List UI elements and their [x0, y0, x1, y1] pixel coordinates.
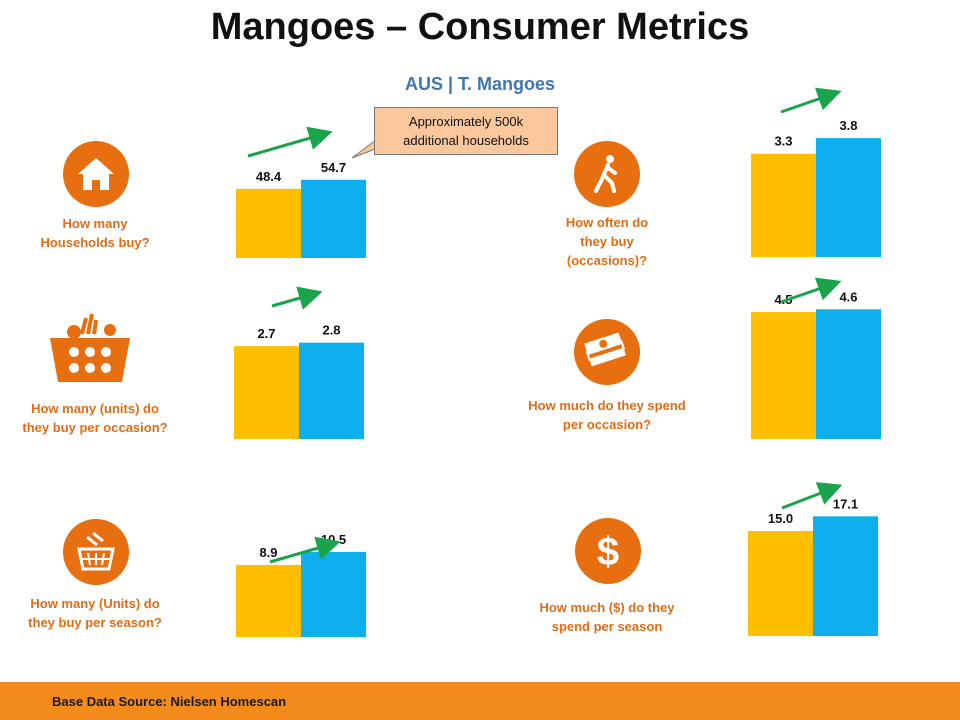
basket-icon	[48, 312, 132, 384]
value-label-current: 17.1	[833, 496, 858, 511]
value-label-current: 2.8	[322, 323, 340, 338]
bar-previous	[236, 188, 301, 258]
house-icon	[63, 141, 129, 207]
metric-label-spend-per-season: How much ($) do they spend per season	[539, 600, 675, 634]
bar-previous	[751, 312, 816, 439]
trend-arrow	[269, 536, 341, 564]
trend-arrow	[780, 277, 842, 304]
bar-current	[301, 179, 366, 258]
bar-current	[816, 309, 881, 439]
metric-label-units-per-occasion: How many (units) do they buy per occasio…	[22, 401, 168, 435]
bar-previous	[748, 531, 813, 636]
data-source-note: Base Data Source: Nielsen Homescan	[52, 694, 287, 709]
bar-current	[301, 551, 366, 637]
trend-arrow	[271, 286, 323, 310]
trend-arrow	[781, 482, 843, 510]
chart-households: 48.4 54.7	[236, 126, 366, 258]
svg-text:$: $	[597, 530, 619, 574]
metric-label-units-per-season: How many (Units) do they buy per season?	[28, 596, 162, 630]
page-subtitle: AUS | T. Mangoes	[404, 74, 556, 94]
value-label-previous: 15.0	[768, 511, 793, 526]
money-icon	[574, 319, 640, 385]
bar-previous	[751, 153, 816, 257]
value-label-previous: 8.9	[259, 545, 277, 560]
bar-current	[813, 516, 878, 636]
walking-person-icon	[574, 141, 640, 207]
page-title: Mangoes – Consumer Metrics	[210, 6, 750, 48]
value-label-previous: 48.4	[256, 169, 282, 184]
shopping-basket-icon	[63, 519, 129, 585]
chart-units-per-season: 8.910.5	[236, 532, 366, 637]
value-label-previous: 2.7	[257, 326, 275, 341]
bar-current	[816, 138, 881, 257]
trend-arrow	[780, 87, 842, 114]
metric-label-occasions: How often do they buy (occasions)?	[565, 215, 649, 268]
footer-bar: Base Data Source: Nielsen Homescan	[0, 682, 960, 720]
chart-spend-per-season: 15.0 17.1	[748, 482, 878, 636]
dollar-icon: $	[575, 518, 641, 584]
chart-spend-per-occasion: 4.54.6	[751, 277, 881, 439]
value-label-current: 54.7	[321, 160, 346, 175]
bar-previous	[236, 564, 301, 637]
trend-arrow	[247, 126, 333, 158]
metric-label-households: How many Households buy?	[40, 216, 150, 250]
chart-units-per-occasion: 2.7 2.8	[234, 286, 364, 439]
bar-current	[299, 342, 364, 439]
metric-label-spend-per-occasion: How much do they spend per occasion?	[528, 398, 686, 432]
bar-previous	[234, 346, 299, 439]
value-label-current: 3.8	[839, 118, 857, 133]
households-callout: Approximately 500k additional households	[374, 107, 558, 155]
chart-occasions: 3.3 3.8	[751, 87, 881, 257]
value-label-current: 4.6	[839, 289, 857, 304]
value-label-previous: 3.3	[774, 134, 792, 149]
